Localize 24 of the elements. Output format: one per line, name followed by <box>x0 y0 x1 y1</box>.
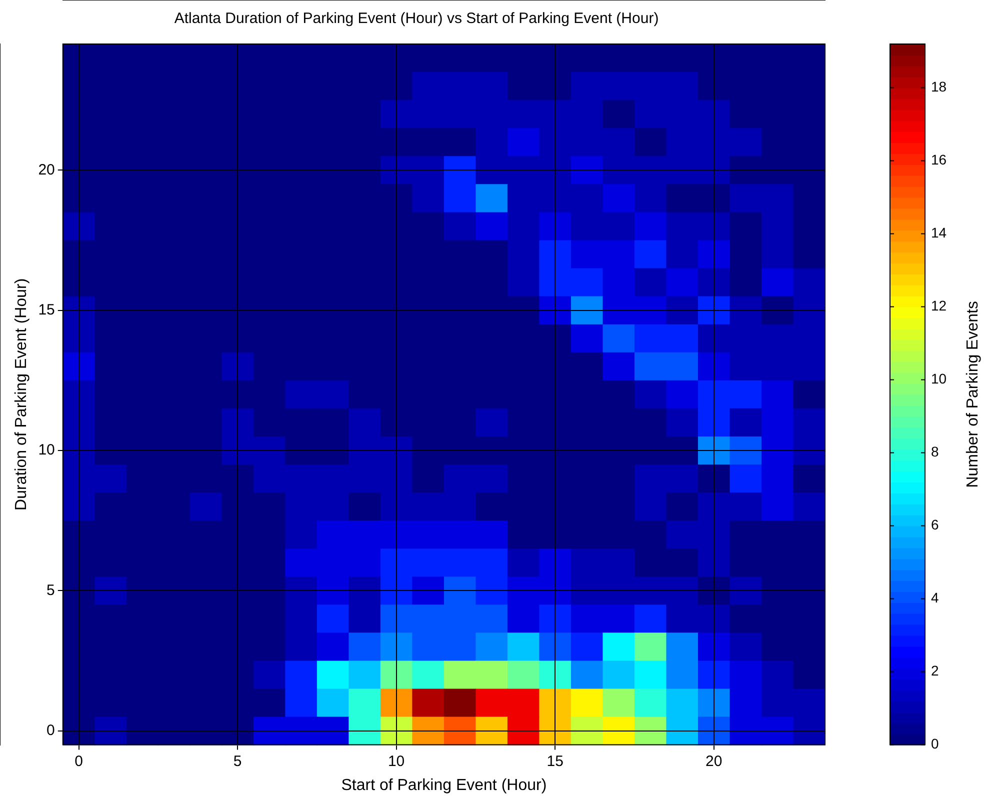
color-bar-label: 10 <box>931 370 947 387</box>
color-bar-label: 0 <box>931 736 939 752</box>
y-tick-label: 20 <box>38 161 55 178</box>
x-tick-label: 20 <box>706 752 722 770</box>
y-axis-title: Duration of Parking Event (Hour) <box>13 278 30 510</box>
color-bar-label: 6 <box>931 516 939 533</box>
x-tick-label: 5 <box>233 752 242 770</box>
color-bar-title: Number of Parking Events <box>964 301 982 488</box>
y-tick-label: 15 <box>38 301 55 318</box>
y-tick-label: 0 <box>46 722 55 739</box>
y-tick-label: 5 <box>46 582 55 599</box>
x-tick-label: 0 <box>74 752 83 770</box>
chart-title: Atlanta Duration of Parking Event (Hour) vs Start of Parking Event (Hour) <box>174 10 659 28</box>
color-bar-label: 14 <box>931 224 947 241</box>
x-tick-label: 15 <box>546 752 564 770</box>
color-bar-label: 4 <box>931 590 939 606</box>
color-bar-label: 8 <box>931 444 939 460</box>
x-tick-label: 10 <box>388 752 405 770</box>
y-tick-label: 10 <box>38 442 55 459</box>
color-bar-label: 18 <box>931 78 947 95</box>
x-axis-title: Start of Parking Event (Hour) <box>341 776 547 794</box>
color-bar-label: 12 <box>931 298 947 314</box>
color-bar-label: 2 <box>931 662 939 679</box>
color-bar-label: 16 <box>931 152 947 168</box>
